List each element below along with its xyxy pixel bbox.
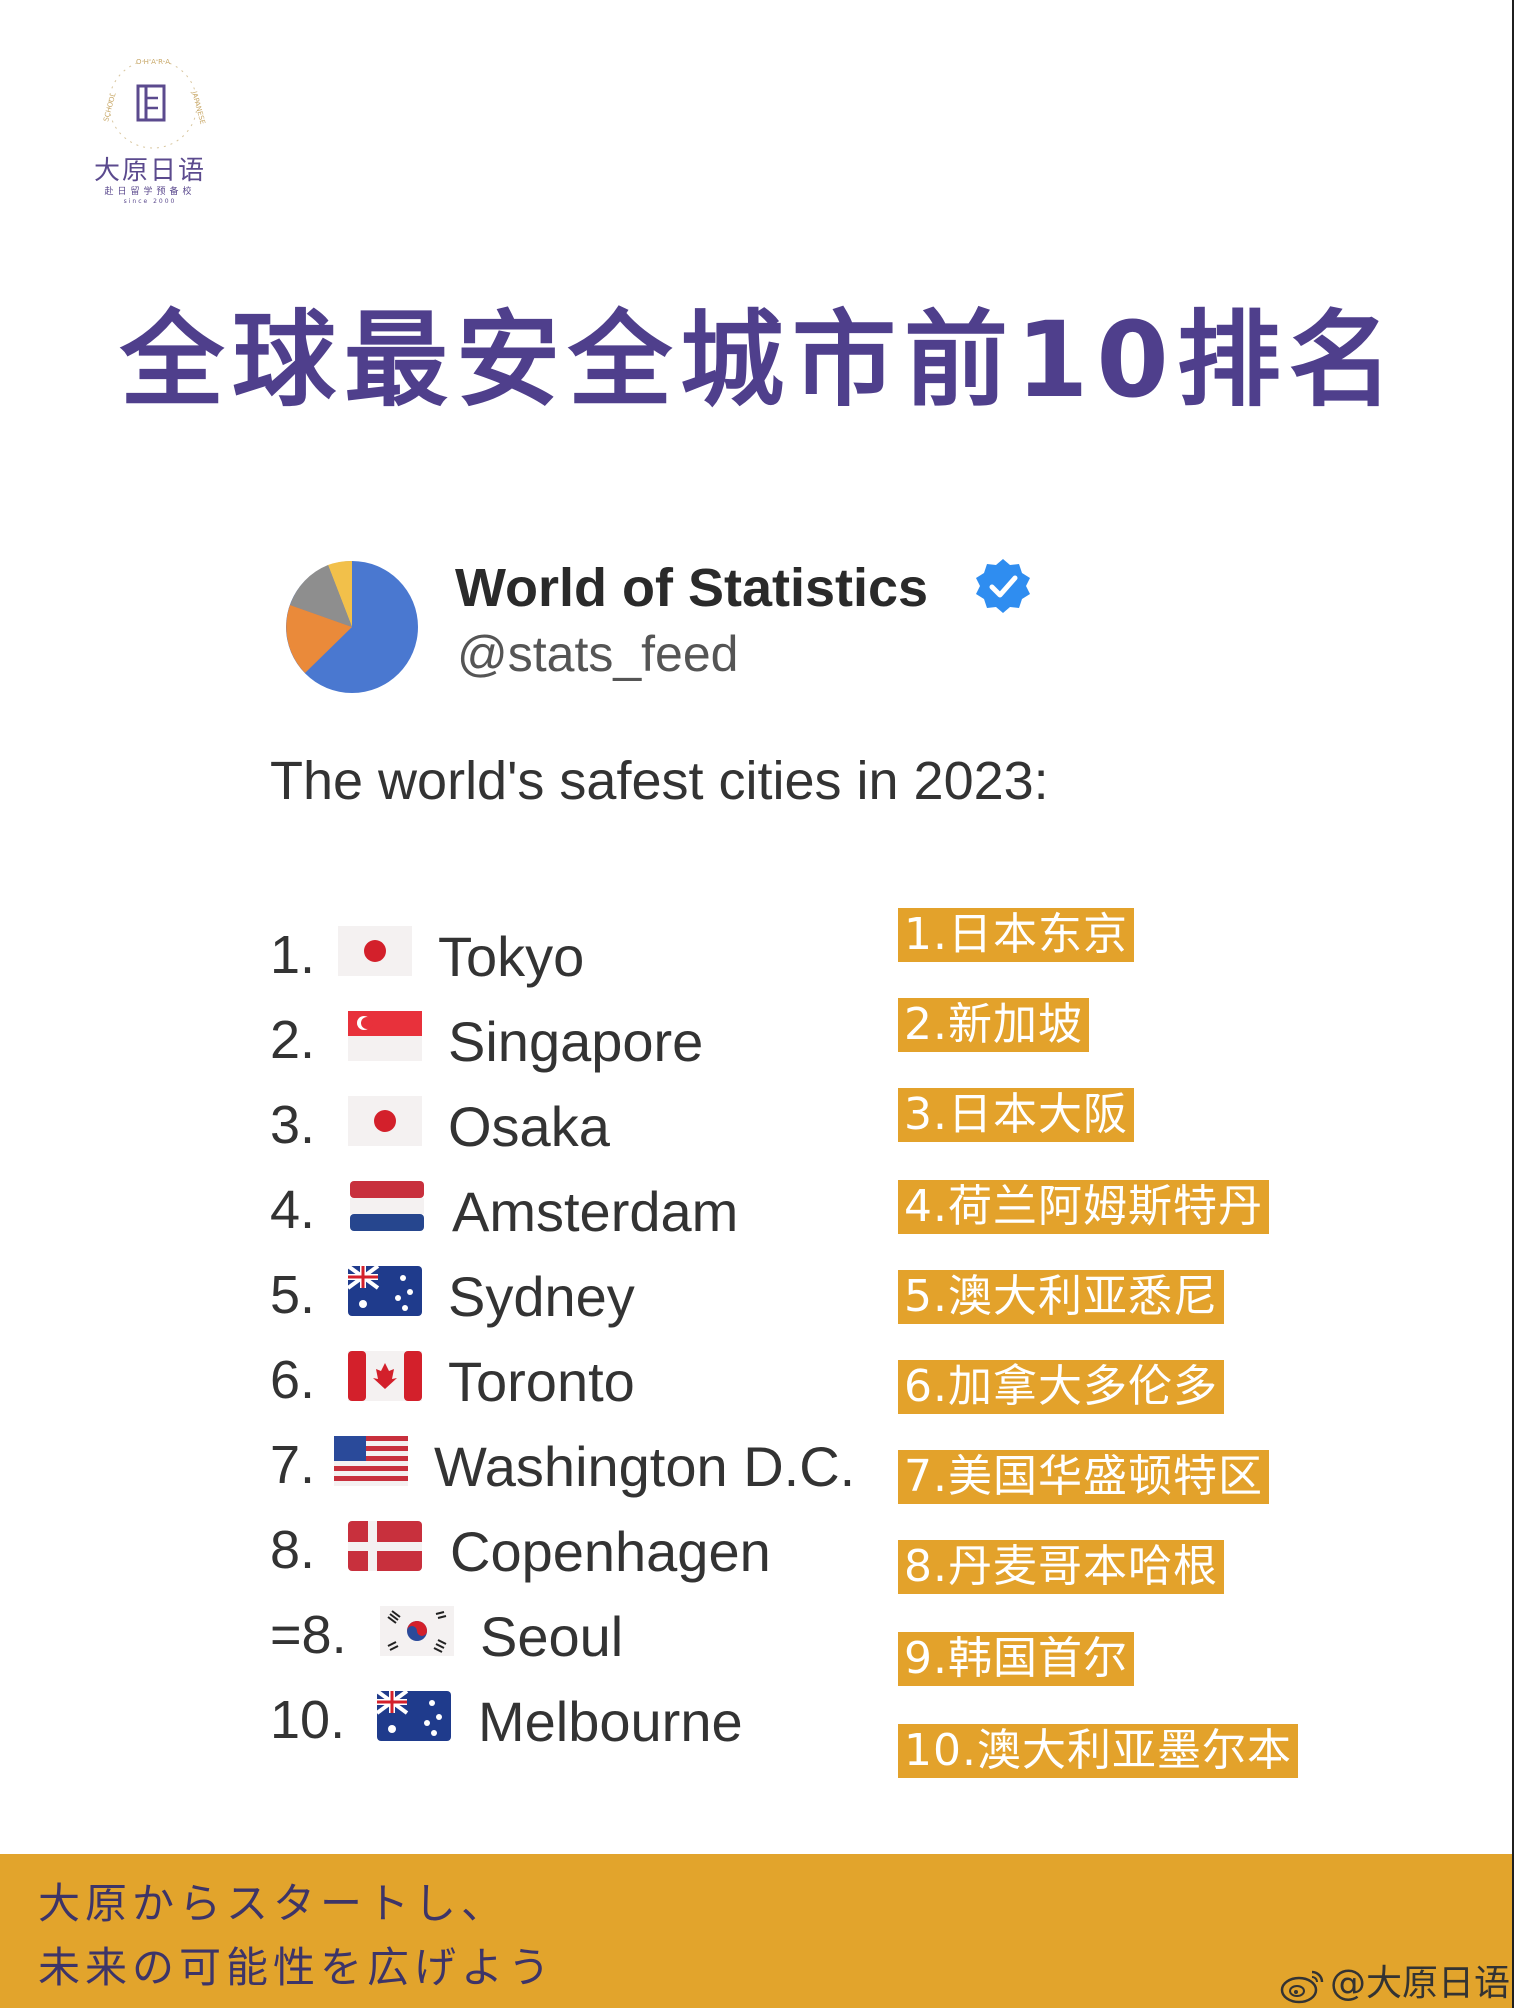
cn-label: 2.新加坡 [898, 998, 1089, 1052]
japan-flag-icon [338, 926, 412, 976]
cn-label: 7.美国华盛顿特区 [898, 1450, 1269, 1504]
cn-label: 6.加拿大多伦多 [898, 1360, 1224, 1414]
city-name: Tokyo [438, 925, 585, 988]
logo-since: since 2000 [123, 198, 177, 205]
verified-badge-icon [976, 559, 1030, 613]
city-name: Melbourne [478, 1690, 743, 1753]
singapore-flag-icon [348, 1011, 422, 1061]
cn-label: 9.韩国首尔 [898, 1632, 1134, 1686]
list-item: 1. Tokyo [270, 910, 1170, 994]
svg-text:O H A R A: O H A R A [136, 58, 170, 66]
svg-text:JAPANESE: JAPANESE [190, 89, 207, 125]
rank-number: 5. [270, 1265, 316, 1325]
footer-slogan-line2: 未来の可能性を広げよう [38, 1943, 556, 1992]
tweet-card: World of Statistics @stats_feed The worl… [255, 540, 1245, 1770]
tweet-author[interactable]: World of Statistics [455, 558, 929, 618]
rank-number: 8. [270, 1520, 316, 1580]
city-name: Osaka [448, 1095, 610, 1158]
list-item: 6. Toronto [270, 1335, 1170, 1419]
south-korea-flag-icon [380, 1606, 454, 1656]
canada-flag-icon [348, 1351, 422, 1401]
ohara-logo-icon: O H A R A JAPANESE SCHOOL [102, 58, 207, 149]
cn-label: 10.澳大利亚墨尔本 [898, 1724, 1298, 1778]
list-item: 10. Melbourne [270, 1675, 1170, 1759]
list-item: 7. Washington D.C. [270, 1420, 1170, 1504]
rank-number: 6. [270, 1350, 316, 1410]
denmark-flag-icon [348, 1521, 422, 1571]
rank-number: 4. [270, 1180, 316, 1240]
svg-text:SCHOOL: SCHOOL [102, 92, 117, 123]
weibo-icon [1280, 1970, 1324, 2004]
logo-name: 大原日语 [93, 156, 206, 186]
list-item: 5. Sydney [270, 1250, 1170, 1334]
list-item: 3. Osaka [270, 1080, 1170, 1164]
cn-label: 1.日本东京 [898, 908, 1134, 962]
list-item: 8. Copenhagen [270, 1505, 1170, 1589]
city-name: Washington D.C. [434, 1435, 856, 1498]
cn-label: 3.日本大阪 [898, 1088, 1134, 1142]
cn-label: 5.澳大利亚悉尼 [898, 1270, 1224, 1324]
cn-label: 4.荷兰阿姆斯特丹 [898, 1180, 1269, 1234]
footer-banner: 大原からスタートし、 未来の可能性を広げよう @大原日语 [0, 1854, 1512, 2008]
headline: 全球最安全城市前10排名 [120, 299, 1401, 421]
rank-number: 1. [270, 925, 316, 985]
logo-subtitle: 赴日留学预备校 [104, 187, 196, 197]
tweet-handle[interactable]: @stats_feed [457, 626, 739, 682]
usa-flag-icon [334, 1436, 408, 1486]
australia-flag-icon [377, 1691, 451, 1741]
list-item: 4. Amsterdam [270, 1165, 1170, 1249]
japan-flag-icon [348, 1096, 422, 1146]
city-name: Sydney [448, 1265, 635, 1328]
australia-flag-icon [348, 1266, 422, 1316]
city-name: Singapore [448, 1010, 704, 1073]
list-item: =8. Seoul [270, 1590, 1170, 1674]
rank-number: 3. [270, 1095, 316, 1155]
cn-label: 8.丹麦哥本哈根 [898, 1540, 1224, 1594]
rank-number: 7. [270, 1435, 316, 1495]
rank-number: =8. [270, 1605, 347, 1665]
weibo-handle: @大原日语 [1330, 1963, 1511, 2004]
rank-number: 10. [270, 1690, 346, 1750]
city-name: Amsterdam [452, 1180, 739, 1243]
weibo-watermark: @大原日语 [1280, 1954, 1510, 2006]
netherlands-flag-icon [350, 1181, 424, 1231]
footer-slogan-line1: 大原からスタートし、 [38, 1879, 509, 1928]
pie-chart-avatar-icon [286, 560, 418, 693]
city-name: Seoul [480, 1605, 624, 1668]
rank-number: 2. [270, 1010, 316, 1070]
tweet-text: The world's safest cities in 2023: [270, 751, 1049, 811]
list-item: 2. Singapore [270, 995, 1170, 1079]
city-name: Copenhagen [450, 1520, 771, 1583]
city-name: Toronto [448, 1350, 635, 1413]
